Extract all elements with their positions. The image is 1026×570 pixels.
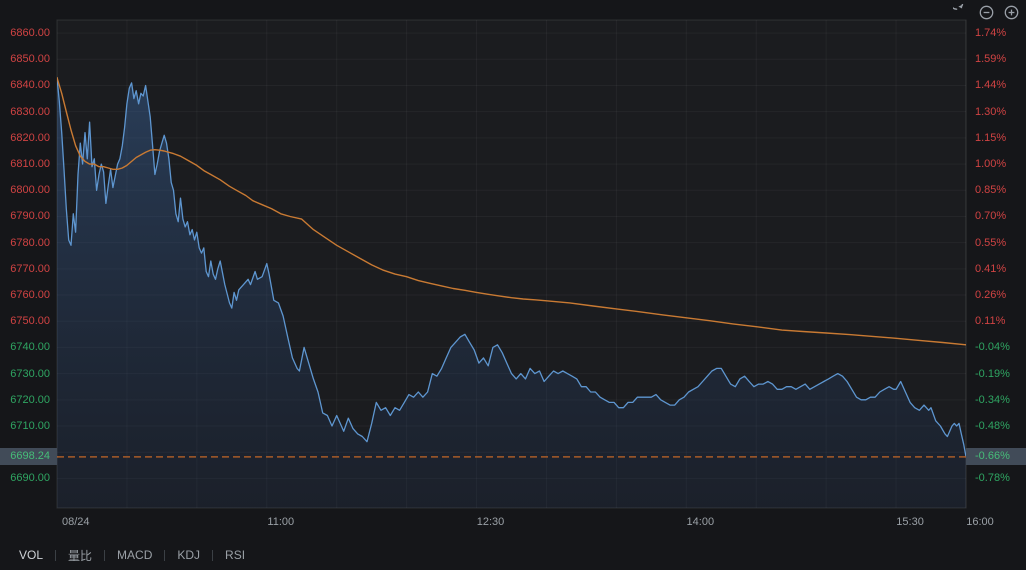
indicator-tab-volume-ratio[interactable]: 量比 <box>68 548 93 563</box>
indicator-tab-macd[interactable]: MACD <box>117 548 153 562</box>
price-axis-label: 6810.00 <box>10 158 50 171</box>
price-axis-label: 6820.00 <box>10 131 50 144</box>
price-axis-label: 6850.00 <box>10 53 50 66</box>
price-axis-label: 6730.00 <box>10 367 50 380</box>
time-axis-label: 12:30 <box>476 516 505 528</box>
current-percent-tag: -0.66% <box>966 448 1026 466</box>
percent-axis-label: -0.48% <box>975 420 1010 432</box>
price-axis-label: 6830.00 <box>10 105 50 118</box>
price-axis-label: 6760.00 <box>10 289 50 302</box>
indicator-tab-vol[interactable]: VOL <box>19 548 44 562</box>
plot-border <box>56 19 967 509</box>
price-axis-label: 6860.00 <box>10 27 50 40</box>
tab-separator <box>104 549 106 561</box>
tab-separator <box>212 549 214 561</box>
percent-axis-label: 1.30% <box>975 105 1007 118</box>
percent-axis-label: 1.15% <box>975 131 1007 144</box>
tab-separator <box>164 549 166 561</box>
percent-axis-label: -0.04% <box>975 341 1010 354</box>
avg-price-line <box>57 76 966 346</box>
tab-separator <box>55 549 57 561</box>
indicator-tabbar: VOL 量比 MACD KDJ RSI <box>0 543 1026 567</box>
time-axis-label: 15:30 <box>896 516 924 528</box>
percent-axis-label: 0.41% <box>975 262 1007 275</box>
percent-axis-label: 0.70% <box>975 210 1007 223</box>
price-axis-label: 6690.00 <box>10 472 50 485</box>
price-axis-label: 6800.00 <box>10 184 50 197</box>
indicator-tab-kdj[interactable]: KDJ <box>177 548 201 562</box>
time-axis-label: 16:00 <box>966 516 994 528</box>
chart-toolbar <box>953 4 1020 21</box>
percent-axis-label: 1.44% <box>975 79 1007 92</box>
price-axis-label: 6740.00 <box>10 341 50 354</box>
price-area-fill <box>57 77 966 508</box>
zoom-in-icon[interactable] <box>1003 4 1020 21</box>
reset-view-icon[interactable] <box>953 4 970 21</box>
percent-axis-label: -0.19% <box>975 367 1010 380</box>
price-axis-label: 6790.00 <box>10 210 50 223</box>
price-axis-label: 6840.00 <box>10 79 50 92</box>
price-axis-label: 6770.00 <box>10 262 50 275</box>
time-axis-label: 14:00 <box>686 516 715 528</box>
percent-axis-label: -0.34% <box>975 393 1010 406</box>
price-axis-label: 6780.00 <box>10 236 50 249</box>
price-axis-label: 6720.00 <box>10 393 50 406</box>
time-axis-label: 11:00 <box>267 516 295 528</box>
percent-axis-label: 0.55% <box>975 236 1007 249</box>
percent-axis-label: 0.26% <box>975 289 1007 302</box>
percent-axis-label: 0.11% <box>975 315 1006 328</box>
percent-axis-label: -0.78% <box>975 472 1010 485</box>
indicator-tab-rsi[interactable]: RSI <box>225 548 246 562</box>
price-axis-label: 6750.00 <box>10 315 50 328</box>
percent-axis-label: 1.74% <box>975 27 1007 40</box>
zoom-out-icon[interactable] <box>978 4 995 21</box>
current-price-tag: 6698.24 <box>0 448 57 466</box>
percent-axis-label: 0.85% <box>975 184 1007 197</box>
price-line <box>57 76 966 458</box>
percent-axis-label: 1.00% <box>975 158 1007 171</box>
price-axis-label: 6710.00 <box>10 420 50 432</box>
percent-axis-label: 1.59% <box>975 53 1007 66</box>
time-axis-label: 08/24 <box>62 516 90 528</box>
